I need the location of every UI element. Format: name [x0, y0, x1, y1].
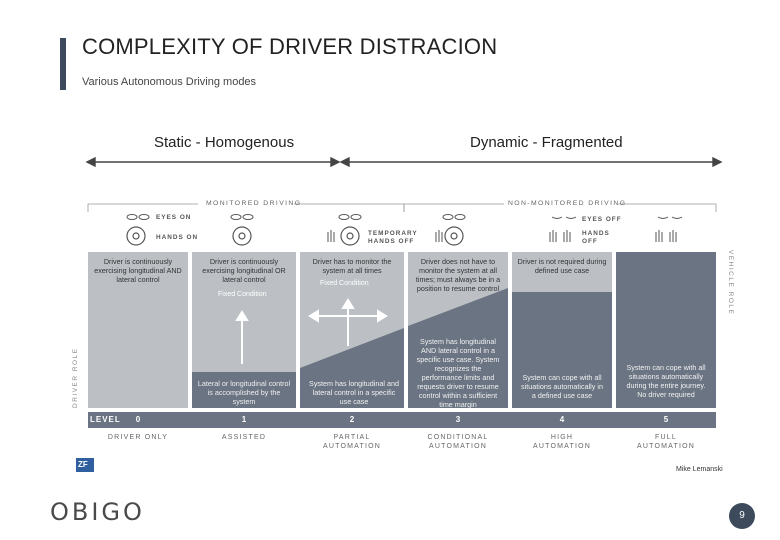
level-1-vehicle-text: Lateral or longitudinal control is accom… [197, 379, 291, 406]
level-1-driver-text: Driver is continuously exercising longit… [202, 257, 286, 284]
level-4-number: 4 [559, 415, 565, 424]
hands-on-label: HANDS ON [156, 234, 199, 241]
level-3-vehicle-area [408, 288, 508, 408]
level-0-driver-area [88, 252, 188, 408]
level-0-driver-text: Driver is continuously exercising longit… [94, 257, 182, 284]
level-4-vehicle-text: System can cope with all situations auto… [521, 373, 603, 400]
level-1-fixed-condition: Fixed Condition [218, 291, 267, 298]
level-0-name: DRIVER ONLY [107, 434, 169, 441]
level-1-vehicle-area [192, 372, 296, 408]
level-3-number: 3 [455, 415, 461, 424]
temporary-hands-off-label: TEMPORARY HANDS OFF [368, 230, 418, 245]
hands-off-icons [327, 230, 677, 242]
level-2-number: 2 [349, 415, 355, 424]
monitored-driving-header: MONITORED DRIVING [206, 200, 302, 207]
level-4-name: HIGH AUTOMATION [532, 434, 592, 450]
page-number-badge: 9 [729, 503, 755, 529]
level-5-vehicle-area [616, 252, 716, 408]
longitudinal-control-arrow [235, 310, 249, 364]
hands-off-label: HANDS OFF [582, 230, 610, 245]
level-4-driver-text: Driver is not required during defined us… [517, 257, 607, 275]
steering-wheel-icons [126, 226, 464, 246]
autonomy-levels-figure: MONITORED DRIVING NON-MONITORED DRIVING … [70, 188, 735, 480]
driver-role-label: DRIVER ROLE [72, 347, 79, 408]
slide-title: COMPLEXITY OF DRIVER DISTRACION [82, 34, 498, 59]
dynamic-fragmented-label: Dynamic - Fragmented [470, 134, 623, 151]
level-3-name: CONDITIONAL AUTOMATION [427, 434, 489, 450]
level-5-vehicle-text: System can cope with all situations auto… [626, 363, 706, 399]
header-brackets [87, 203, 717, 212]
level-5-name: FULL AUTOMATION [636, 434, 696, 450]
image-credit: Mike Lemanski [676, 466, 723, 473]
level-bar [88, 412, 716, 428]
title-accent-bar [60, 38, 66, 90]
level-3-vehicle-text: System has longitudinal AND lateral cont… [416, 337, 500, 409]
level-4-vehicle-area [512, 292, 612, 408]
eyes-icons [126, 214, 683, 220]
level-1-name: ASSISTED [221, 434, 267, 441]
level-label: LEVEL [90, 415, 121, 424]
eyes-on-label: EYES ON [156, 214, 192, 221]
zf-logo: ZF [78, 460, 88, 469]
level-2-driver-text: Driver has to monitor the system at all … [312, 257, 392, 275]
dynamic-range-arrow [339, 156, 723, 168]
slide-subtitle: Various Autonomous Driving modes [82, 76, 257, 88]
level-3-driver-text: Driver does not have to monitor the syst… [415, 257, 501, 293]
level-2-vehicle-text: System has longitudinal and lateral cont… [309, 379, 399, 406]
non-monitored-driving-header: NON-MONITORED DRIVING [508, 200, 627, 207]
level-2-name: PARTIAL AUTOMATION [322, 434, 382, 450]
figure-graphics [76, 203, 717, 472]
vehicle-role-label: VEHICLE ROLE [727, 250, 734, 316]
obigo-logo: OBIGO [50, 498, 145, 526]
zf-logo-box [76, 458, 94, 472]
lateral-longitudinal-arrows [308, 298, 388, 346]
level-4-driver-area [512, 252, 612, 292]
static-range-arrow [85, 156, 341, 168]
level-1-driver-area [192, 252, 296, 372]
static-homogenous-label: Static - Homogenous [154, 134, 295, 151]
level-2-fixed-condition: Fixed Condition [320, 280, 369, 287]
level-2-vehicle-area [300, 328, 404, 408]
level-0-number: 0 [135, 415, 141, 424]
level-5-number: 5 [663, 415, 669, 424]
level-1-number: 1 [241, 415, 247, 424]
eyes-off-label: EYES OFF [582, 216, 622, 223]
